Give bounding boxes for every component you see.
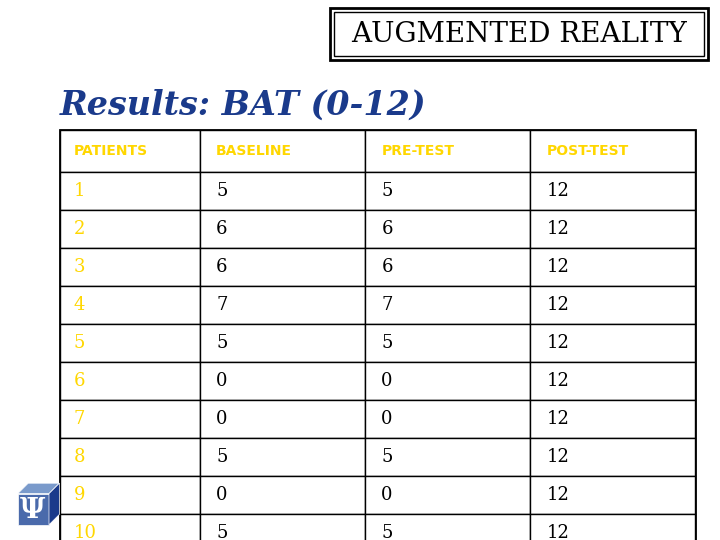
Text: 5: 5 <box>216 334 228 352</box>
Bar <box>365 324 530 362</box>
Text: 0: 0 <box>382 372 393 390</box>
Text: 12: 12 <box>546 334 570 352</box>
Bar <box>60 400 199 438</box>
Bar <box>199 248 365 286</box>
Text: 1: 1 <box>74 182 86 200</box>
Bar <box>530 172 695 210</box>
Bar <box>199 286 365 324</box>
Text: 5: 5 <box>382 448 392 466</box>
Bar <box>365 476 530 514</box>
Text: 0: 0 <box>216 486 228 504</box>
Text: 6: 6 <box>382 220 393 238</box>
Bar <box>60 438 199 476</box>
Text: 9: 9 <box>74 486 86 504</box>
Text: 5: 5 <box>382 524 392 540</box>
Text: Results: BAT (0-12): Results: BAT (0-12) <box>60 89 427 122</box>
Text: 12: 12 <box>546 410 570 428</box>
Text: 0: 0 <box>382 486 393 504</box>
Text: 12: 12 <box>546 448 570 466</box>
Text: AUGMENTED REALITY: AUGMENTED REALITY <box>351 21 687 48</box>
Bar <box>365 248 530 286</box>
Text: PRE-TEST: PRE-TEST <box>382 144 454 158</box>
Text: 5: 5 <box>382 182 392 200</box>
Bar <box>60 130 199 172</box>
Bar <box>199 172 365 210</box>
Bar <box>365 400 530 438</box>
Text: 0: 0 <box>382 410 393 428</box>
Text: 7: 7 <box>74 410 86 428</box>
Bar <box>530 210 695 248</box>
Polygon shape <box>18 494 49 525</box>
Text: 7: 7 <box>216 296 228 314</box>
Bar <box>199 476 365 514</box>
Text: 2: 2 <box>74 220 86 238</box>
Bar <box>530 514 695 540</box>
Text: 5: 5 <box>74 334 86 352</box>
Bar <box>365 438 530 476</box>
Bar <box>199 130 365 172</box>
Bar <box>334 12 704 56</box>
Bar <box>530 248 695 286</box>
Bar <box>199 400 365 438</box>
Polygon shape <box>49 483 59 525</box>
Text: 5: 5 <box>216 448 228 466</box>
Text: 5: 5 <box>216 182 228 200</box>
Text: 3: 3 <box>74 258 86 276</box>
Text: 4: 4 <box>74 296 86 314</box>
Bar <box>530 438 695 476</box>
Text: 12: 12 <box>546 486 570 504</box>
Bar <box>60 514 199 540</box>
Polygon shape <box>18 483 59 494</box>
Bar <box>365 130 530 172</box>
Text: 12: 12 <box>546 524 570 540</box>
Bar <box>199 514 365 540</box>
Text: POST-TEST: POST-TEST <box>546 144 629 158</box>
Bar <box>199 324 365 362</box>
Bar <box>530 476 695 514</box>
Bar <box>60 210 199 248</box>
Bar <box>530 130 695 172</box>
Bar <box>60 248 199 286</box>
Bar <box>365 362 530 400</box>
Bar <box>365 286 530 324</box>
Bar <box>60 130 695 540</box>
Text: 8: 8 <box>74 448 86 466</box>
Bar <box>199 362 365 400</box>
Text: Ψ: Ψ <box>20 497 45 524</box>
Text: 5: 5 <box>382 334 392 352</box>
Text: 12: 12 <box>546 258 570 276</box>
Bar <box>530 362 695 400</box>
Bar <box>530 324 695 362</box>
Text: 6: 6 <box>216 220 228 238</box>
Bar <box>365 514 530 540</box>
Bar <box>365 210 530 248</box>
Text: 6: 6 <box>216 258 228 276</box>
Bar <box>60 362 199 400</box>
Bar <box>330 8 708 60</box>
Text: 6: 6 <box>382 258 393 276</box>
Bar <box>199 210 365 248</box>
Bar <box>60 476 199 514</box>
Text: 12: 12 <box>546 296 570 314</box>
Text: 6: 6 <box>74 372 86 390</box>
Text: 12: 12 <box>546 372 570 390</box>
Text: 0: 0 <box>216 372 228 390</box>
Text: BASELINE: BASELINE <box>216 144 292 158</box>
Bar <box>365 172 530 210</box>
Bar <box>60 172 199 210</box>
Text: PATIENTS: PATIENTS <box>74 144 148 158</box>
Text: 5: 5 <box>216 524 228 540</box>
Text: 0: 0 <box>216 410 228 428</box>
Bar <box>60 324 199 362</box>
Bar <box>530 286 695 324</box>
Text: 7: 7 <box>382 296 392 314</box>
Text: 10: 10 <box>74 524 97 540</box>
Bar <box>199 438 365 476</box>
Bar <box>530 400 695 438</box>
Text: 12: 12 <box>546 182 570 200</box>
Text: 12: 12 <box>546 220 570 238</box>
Bar <box>60 286 199 324</box>
